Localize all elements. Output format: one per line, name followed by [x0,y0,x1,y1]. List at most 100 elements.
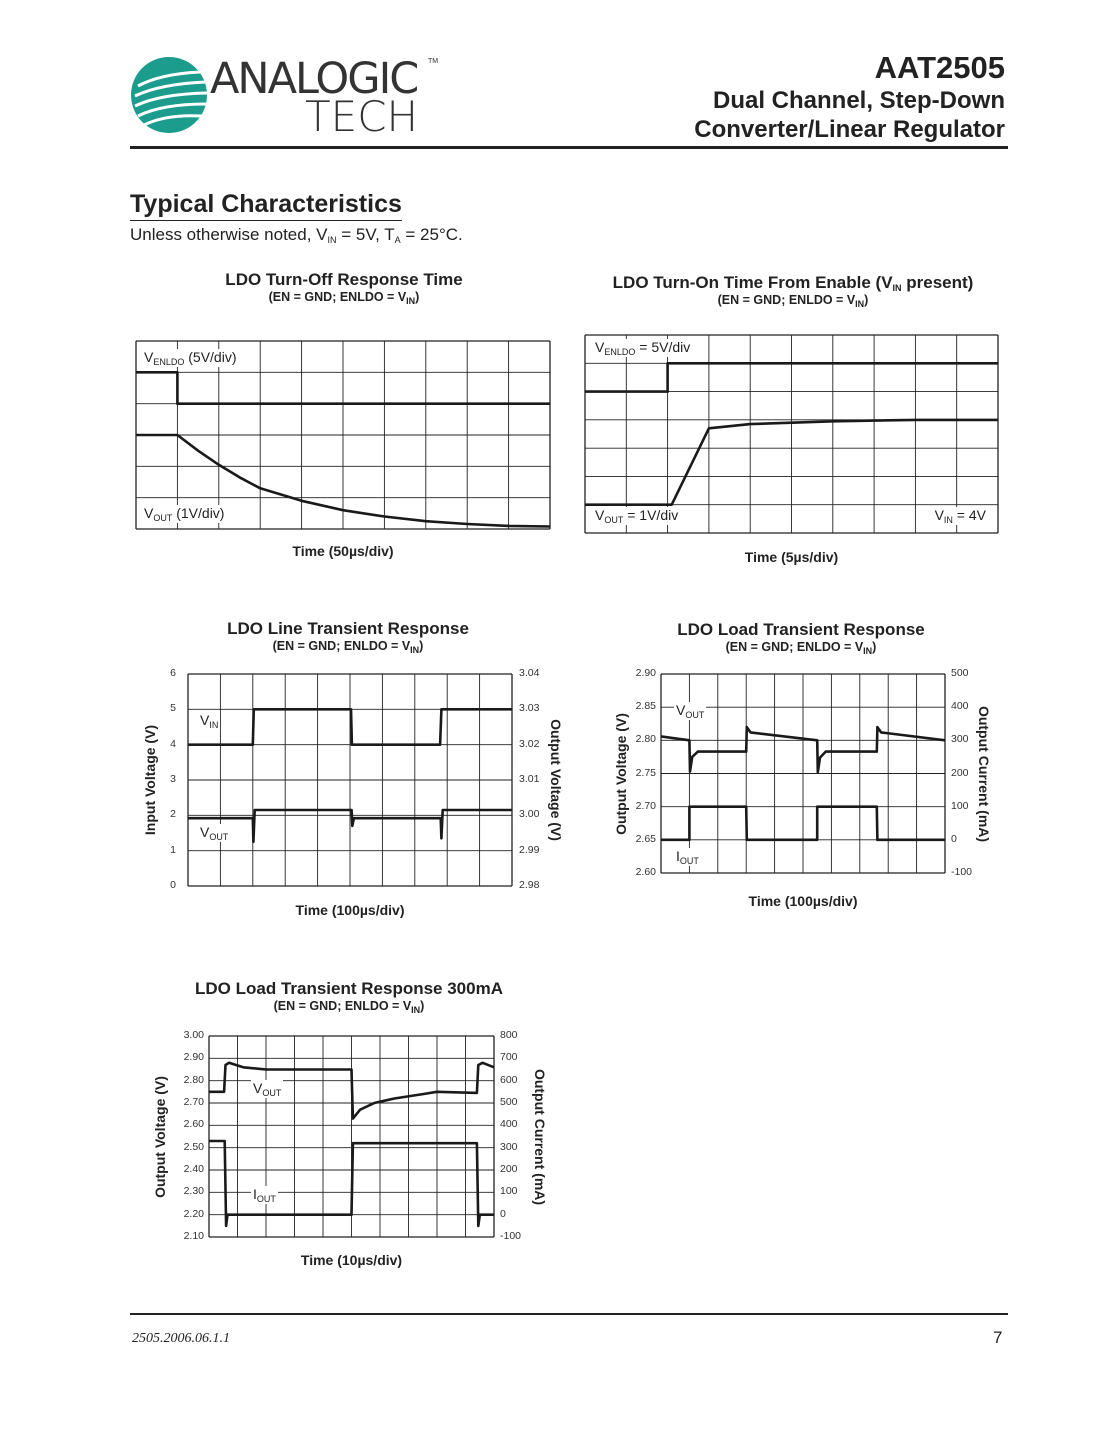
label-rest: = 5V/div [635,339,691,355]
label-rest: = 4V [952,507,986,523]
label-main: V [595,339,605,355]
label-sub: OUT [679,856,699,866]
label-sub: IN [209,720,219,730]
y-tick-label-right: 400 [951,700,969,713]
y-tick-label-left: 2.60 [635,866,656,878]
series-line-iout [209,1139,494,1228]
note-sub: A [394,235,401,245]
subtitle-sub: IN [406,296,416,306]
label-main: V [144,349,154,365]
subtitle-text: (EN = GND; ENLDO = V [725,640,864,654]
trace-label: VOUT [251,1080,284,1098]
y-tick-label-left: 3 [170,773,176,785]
y-tick-label-right: 400 [500,1118,518,1131]
y-tick-label-right: 300 [500,1140,518,1153]
y-tick-label-left: 2.80 [635,733,656,746]
label-main: V [595,507,605,523]
y-tick-label-left: 2.50 [183,1140,204,1153]
y-tick-label-left: 0 [170,879,176,891]
trace-label: IOUT [674,848,701,866]
label-rest: (5V/div) [184,349,237,365]
y-tick-label-right: 0 [951,832,957,845]
label-main: V [934,507,944,523]
x-axis-label: Time (100µs/div) [295,902,405,918]
y-tick-label-right: -100 [951,866,973,878]
chart-subtitle: (EN = GND; ENLDO = VIN) [274,999,425,1015]
subtitle-text: (EN = GND; ENLDO = V [268,290,407,304]
y-tick-label-right: 100 [951,799,969,812]
y-tick-label-left: 2.90 [635,667,656,679]
subtitle-text: (EN = GND; ENLDO = V [717,293,856,307]
subtitle-sub: IN [863,646,873,656]
trace-label: VIN [198,712,221,730]
y-tick-label-right: 200 [500,1163,518,1175]
y-tick-label-left: 2.30 [183,1185,204,1198]
subtitle-text: (EN = GND; ENLDO = V [273,999,412,1013]
y-tick-label-right: 3.04 [519,667,540,679]
company-logo: ANALOGIC TM TECH [130,54,440,141]
header-rule [130,146,1008,149]
x-axis-label: Time (5µs/div) [744,549,839,565]
plot-area [660,673,946,874]
logo-trademark: TM [428,58,439,65]
y-axis-label-right: Output Current (mA) [976,705,992,842]
part-subtitle-1: Dual Channel, Step-Down [712,87,1005,114]
y-tick-label-right: 200 [951,766,969,779]
note-text: = 5V, T [336,225,395,244]
section-title: Typical Characteristics [130,190,402,221]
subtitle-text: ) [420,999,425,1013]
y-tick-label-right: 100 [500,1185,518,1198]
y-tick-label-left: 2.85 [635,700,656,713]
chart-subtitle: (EN = GND; ENLDO = VIN) [718,293,869,309]
y-tick-label-right: 3.03 [519,702,540,715]
y-tick-label-right: 3.01 [519,773,540,785]
logo-globe-icon [131,57,208,133]
label-sub: OUT [256,1194,276,1204]
y-tick-label-right: 2.99 [519,843,540,856]
y-tick-label-left: 2.90 [183,1051,204,1064]
y-tick-label-left: 2.60 [183,1118,204,1131]
section-note: Unless otherwise noted, VIN = 5V, TA = 2… [130,225,463,245]
y-tick-label-left: 3.00 [183,1029,204,1041]
footer-rule [130,1313,1008,1315]
part-number: AAT2505 [874,50,1005,85]
trace-label: IOUT [251,1186,278,1204]
chart-title: LDO Turn-Off Response Time [225,270,462,290]
series-line-vout [660,725,946,774]
subtitle-text: ) [415,290,420,304]
plot-area [208,1035,495,1238]
subtitle-text: ) [872,640,877,654]
series-line-venldo [585,361,998,393]
y-axis-label-left: Output Voltage (V) [152,1075,168,1198]
series-line-venldo [136,370,550,406]
chart-subtitle: (EN = GND; ENLDO = VIN) [273,639,424,655]
page-number: 7 [993,1328,1003,1347]
document-id: 2505.2006.06.1.1 [132,1331,230,1346]
logo-text-tech: TECH [305,92,419,141]
x-axis-label: Time (50µs/div) [292,543,394,559]
title-text: LDO Turn-On Time From Enable (V [612,273,893,292]
plot-area [135,340,551,530]
y-tick-label-left: 4 [170,737,176,750]
y-tick-label-right: 2.98 [519,879,540,891]
label-sub: ENLDO [604,347,636,357]
y-tick-label-right: 700 [500,1051,518,1064]
chart-title: LDO Line Transient Response [227,619,469,639]
y-tick-label-left: 1 [170,843,176,856]
y-tick-label-right: 3.02 [519,737,540,750]
plot-area [187,673,513,887]
label-sub: OUT [153,513,173,523]
y-tick-label-right: 600 [500,1073,518,1086]
title-sub: IN [892,283,902,293]
y-tick-label-left: 2.75 [635,766,656,779]
y-tick-label-right: 3.00 [519,808,540,821]
logo-text-analogic: ANALOGIC [210,54,419,104]
y-tick-label-left: 6 [170,667,176,679]
y-tick-label-left: 5 [170,702,176,715]
label-rest: = 1V/div [623,507,679,523]
series-line-vout [188,808,512,844]
label-main: I [676,848,680,864]
subtitle-sub: IN [855,299,865,309]
y-tick-label-right: 500 [951,667,969,679]
label-main: V [676,702,686,718]
